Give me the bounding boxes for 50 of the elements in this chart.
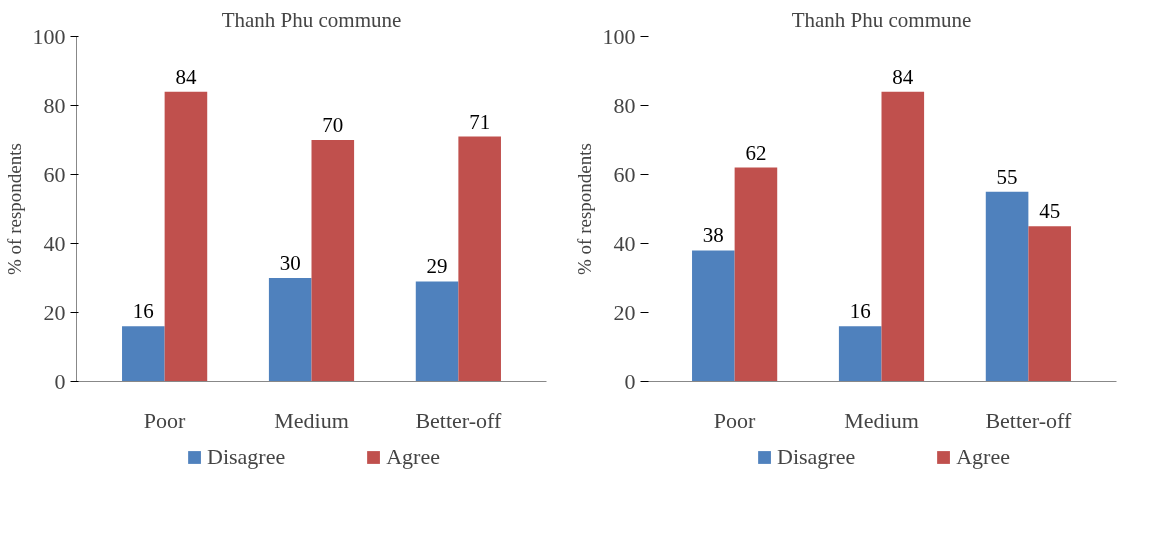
data-label: 70	[322, 113, 344, 137]
y-tick-label: 80	[613, 92, 636, 118]
y-tick-label: 60	[43, 161, 66, 187]
y-tick-label: 80	[43, 92, 66, 118]
legend-label: Agree	[956, 444, 1010, 470]
data-label: 38	[702, 223, 724, 248]
data-label: 30	[279, 251, 301, 275]
bar	[985, 191, 1029, 382]
data-label: 45	[1039, 199, 1061, 224]
bar	[415, 281, 459, 382]
data-label: 55	[996, 164, 1018, 189]
data-label: 84	[175, 64, 197, 89]
bar	[164, 91, 208, 382]
y-tick-label: 100	[32, 23, 66, 49]
y-tick-label: 0	[624, 368, 636, 394]
data-label: 71	[469, 109, 491, 134]
x-tick-label: Medium	[274, 407, 349, 433]
bar	[458, 136, 501, 382]
x-tick-label: Poor	[143, 407, 187, 433]
bar	[838, 326, 882, 382]
bar	[881, 91, 925, 382]
chart-title: Thanh Phu commune	[791, 7, 972, 32]
bar	[734, 167, 778, 382]
chart-title: Thanh Phu commune	[221, 7, 402, 32]
data-label: 16	[132, 299, 154, 324]
bar	[311, 140, 355, 382]
bar	[268, 278, 312, 382]
bar	[122, 326, 165, 382]
x-tick-label: Better-off	[985, 407, 1072, 433]
data-label: 16	[849, 299, 871, 324]
bar	[692, 250, 735, 382]
y-axis-title: % of respondents	[3, 143, 25, 275]
legend-label: Disagree	[207, 444, 286, 470]
x-tick-label: Medium	[844, 407, 919, 433]
legend-label: Agree	[386, 444, 440, 470]
data-label: 29	[426, 254, 448, 279]
y-tick-label: 40	[613, 230, 636, 256]
x-tick-label: Better-off	[415, 407, 502, 433]
y-axis-title: % of respondents	[573, 143, 595, 275]
legend-label: Disagree	[777, 444, 856, 470]
y-tick-label: 20	[613, 299, 636, 325]
bar	[1028, 226, 1071, 382]
data-label: 84	[892, 64, 914, 89]
x-tick-label: Poor	[713, 407, 757, 433]
data-label: 62	[745, 140, 767, 165]
y-tick-label: 20	[43, 299, 66, 325]
y-tick-label: 60	[613, 161, 636, 187]
y-tick-label: 0	[54, 368, 66, 394]
y-tick-label: 40	[43, 230, 66, 256]
y-tick-label: 100	[602, 23, 636, 49]
